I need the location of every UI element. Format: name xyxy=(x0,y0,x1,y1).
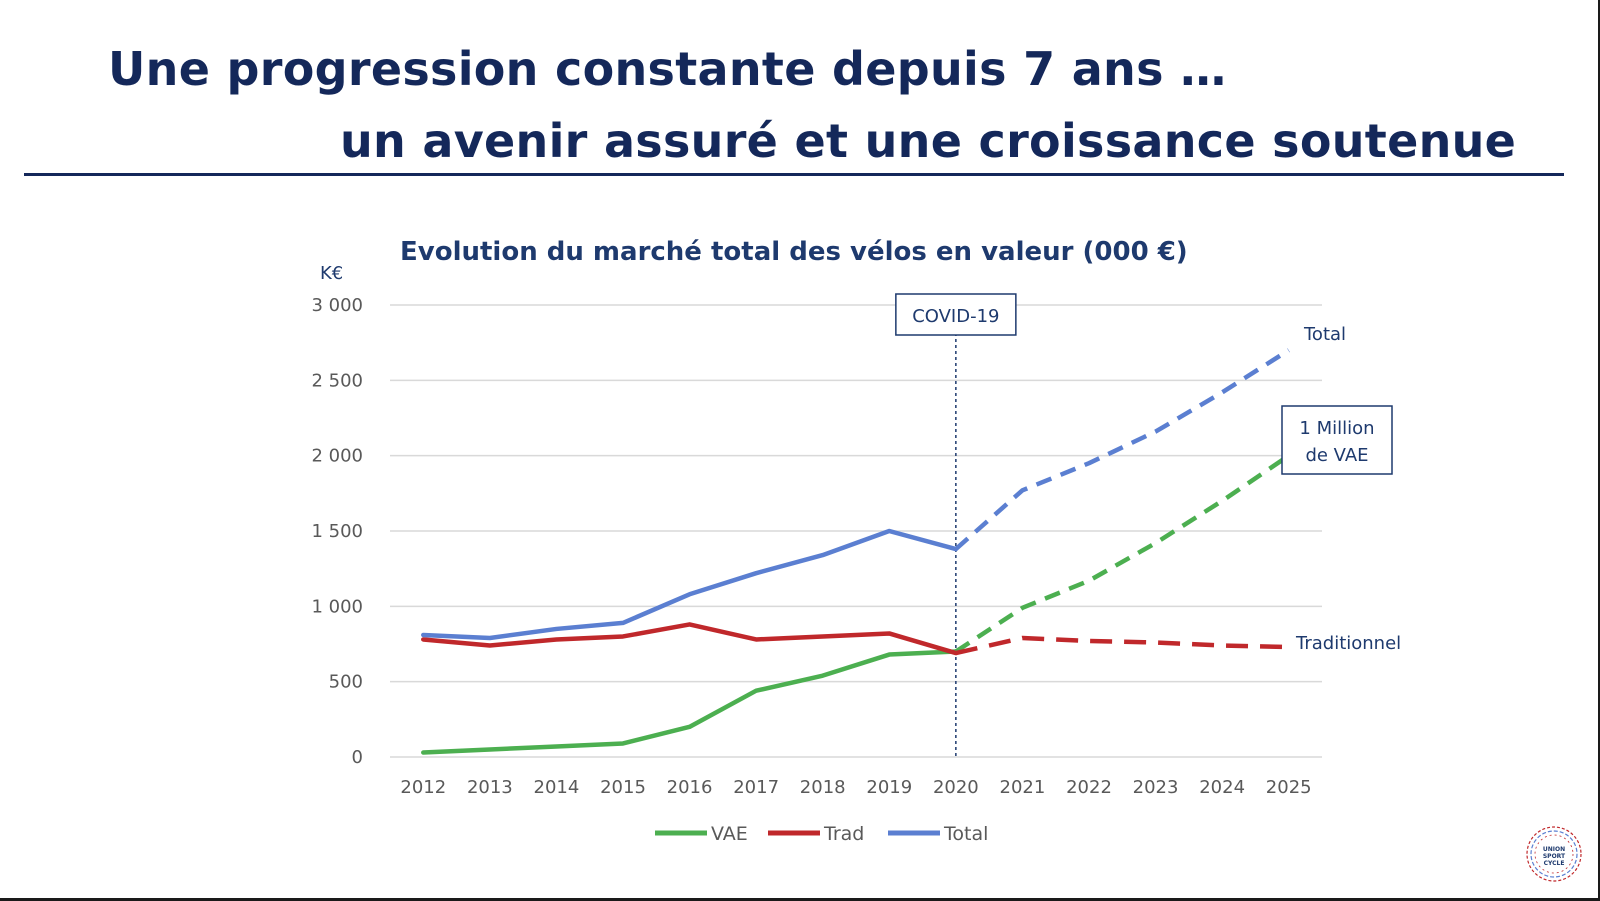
x-tick-label: 2017 xyxy=(733,777,779,798)
x-tick-label: 2020 xyxy=(933,777,979,798)
slide-title-line2: un avenir assuré et une croissance soute… xyxy=(340,114,1517,168)
series-total-actual-line xyxy=(421,528,959,641)
y-tick-label: 3 000 xyxy=(311,295,363,316)
series-total-forecast-line xyxy=(954,348,1290,551)
union-sport-cycle-logo: UNION SPORT CYCLE xyxy=(1526,826,1582,882)
frame-right-edge xyxy=(1598,0,1600,901)
x-tick-label: 2015 xyxy=(600,777,646,798)
y-axis-unit-label: K€ xyxy=(320,263,343,284)
series-trad-end-label: Traditionnel xyxy=(1295,633,1401,654)
y-tick-label: 1 000 xyxy=(311,596,363,617)
svg-text:SPORT: SPORT xyxy=(1543,853,1566,860)
svg-text:CYCLE: CYCLE xyxy=(1544,860,1565,867)
series-total-end-label: Total xyxy=(1303,324,1346,345)
x-tick-label: 2019 xyxy=(866,777,912,798)
covid-label-box xyxy=(895,293,1017,336)
x-tick-label: 2013 xyxy=(467,777,513,798)
x-tick-label: 2012 xyxy=(400,777,446,798)
y-tick-label: 0 xyxy=(352,747,363,768)
y-tick-label: 2 500 xyxy=(311,370,363,391)
legend-vae-label: VAE xyxy=(711,823,748,845)
x-tick-label: 2021 xyxy=(1000,777,1046,798)
title-underline xyxy=(24,173,1564,176)
y-tick-label: 2 000 xyxy=(311,446,363,467)
chart-title: Evolution du marché total des vélos en v… xyxy=(400,237,1188,267)
series-vae-forecast-line xyxy=(954,453,1290,654)
vae-milestone-line2: de VAE xyxy=(1305,445,1368,466)
x-tick-label: 2018 xyxy=(800,777,846,798)
covid-label: COVID-19 xyxy=(912,306,999,327)
slide-title-line1: Une progression constante depuis 7 ans … xyxy=(108,42,1227,96)
series-trad-actual-line xyxy=(421,622,959,656)
legend-trad-label: Trad xyxy=(823,823,864,845)
vae-milestone-box xyxy=(1281,405,1393,475)
y-tick-label: 1 500 xyxy=(311,521,363,542)
x-tick-label: 2016 xyxy=(667,777,713,798)
legend-total-label: Total xyxy=(943,823,988,845)
frame-bottom-edge xyxy=(0,898,1600,901)
x-tick-label: 2025 xyxy=(1266,777,1312,798)
x-tick-label: 2024 xyxy=(1199,777,1245,798)
svg-text:UNION: UNION xyxy=(1543,846,1565,853)
series-vae-actual-line xyxy=(421,649,959,755)
series-trad-forecast-line xyxy=(955,635,1289,656)
x-tick-label: 2022 xyxy=(1066,777,1112,798)
y-tick-label: 500 xyxy=(329,672,363,693)
x-tick-label: 2014 xyxy=(534,777,580,798)
vae-milestone-line1: 1 Million xyxy=(1299,418,1374,439)
x-tick-label: 2023 xyxy=(1133,777,1179,798)
